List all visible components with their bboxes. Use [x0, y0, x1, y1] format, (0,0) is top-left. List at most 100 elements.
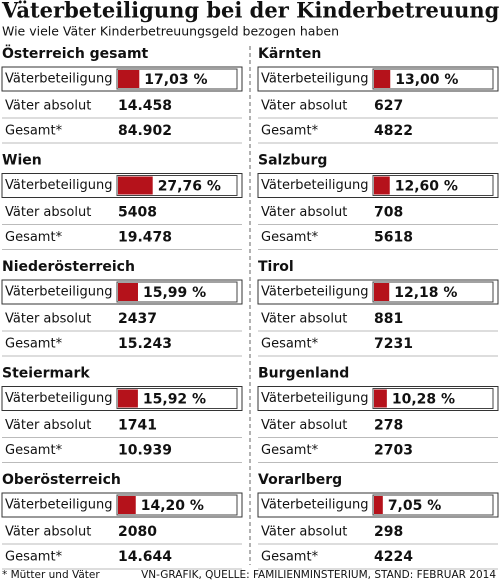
bar-box — [372, 281, 494, 303]
row-label: Gesamt* — [5, 443, 63, 458]
total-value: 7231 — [374, 336, 413, 352]
share-row — [1, 279, 243, 305]
share-bar — [118, 496, 136, 514]
fathers-value: 2437 — [118, 311, 157, 327]
row-label: Väter absolut — [5, 205, 91, 220]
source: VN-GRAFIK, QUELLE: FAMILIENMINSTERIUM, S… — [141, 569, 496, 581]
fathers-value: 708 — [374, 205, 403, 221]
share-label: 12,60 % — [395, 179, 458, 195]
share-label: 7,05 % — [388, 498, 441, 514]
footnote: * Mütter und Väter — [2, 569, 100, 581]
share-label: 15,99 % — [143, 285, 206, 301]
share-row — [1, 66, 243, 92]
share-label: 15,92 % — [143, 392, 206, 408]
row-label: Gesamt* — [5, 337, 63, 352]
fathers-value: 627 — [374, 98, 403, 114]
share-row — [257, 66, 499, 92]
region-name: Burgenland — [258, 366, 349, 382]
bar-box — [372, 68, 494, 90]
total-value: 2703 — [374, 443, 413, 459]
share-label: 12,18 % — [394, 285, 457, 301]
share-bar — [374, 496, 383, 514]
region-name: Österreich gesamt — [2, 44, 149, 62]
row-label: Gesamt* — [261, 124, 319, 139]
bar-box — [372, 175, 494, 196]
bar-box — [372, 388, 494, 409]
fathers-value: 14.458 — [118, 98, 172, 114]
share-row — [1, 173, 243, 198]
row-label: Väterbeteiligung — [261, 178, 368, 193]
share-label: 27,76 % — [158, 179, 221, 195]
region-name: Kärnten — [258, 46, 321, 62]
share-label: 13,00 % — [395, 72, 458, 88]
row-label: Väterbeteiligung — [261, 391, 368, 406]
share-row — [257, 173, 499, 198]
fathers-value: 5408 — [118, 205, 157, 221]
region-name: Oberösterreich — [2, 472, 121, 488]
total-value: 4822 — [374, 123, 413, 139]
fathers-value: 298 — [374, 524, 403, 540]
share-row — [1, 386, 243, 411]
share-label: 14,20 % — [141, 498, 204, 514]
row-label: Gesamt* — [261, 443, 319, 458]
bar-box — [116, 68, 238, 90]
fathers-value: 2080 — [118, 524, 157, 540]
bar-box — [372, 494, 494, 516]
row-label: Väterbeteiligung — [261, 498, 368, 513]
region-name: Wien — [2, 153, 42, 169]
total-value: 10.939 — [118, 443, 172, 459]
region-name: Steiermark — [2, 366, 90, 382]
fathers-value: 881 — [374, 311, 403, 327]
row-label: Gesamt* — [5, 550, 63, 565]
region-name: Salzburg — [258, 153, 327, 169]
region-name: Niederösterreich — [2, 259, 135, 275]
share-bar — [118, 176, 153, 195]
share-bar — [374, 283, 390, 301]
fathers-value: 278 — [374, 418, 403, 434]
share-row — [257, 492, 499, 518]
bar-box — [116, 281, 238, 303]
bar-box — [116, 494, 238, 516]
row-label: Gesamt* — [5, 124, 63, 139]
share-label: 17,03 % — [144, 72, 207, 88]
row-label: Väterbeteiligung — [5, 178, 112, 193]
row-label: Gesamt* — [5, 230, 63, 245]
share-row — [257, 279, 499, 305]
total-value: 84.902 — [118, 123, 172, 139]
share-label: 10,28 % — [392, 392, 455, 408]
total-value: 15.243 — [118, 336, 172, 352]
total-value: 5618 — [374, 230, 413, 246]
row-label: Väterbeteiligung — [5, 498, 112, 513]
row-label: Väter absolut — [5, 418, 91, 433]
row-label: Väter absolut — [261, 418, 347, 433]
row-label: Väterbeteiligung — [5, 391, 112, 406]
share-bar — [374, 70, 391, 88]
region-name: Tirol — [258, 259, 294, 275]
subtitle: Wie viele Väter Kinderbetreuungsgeld bez… — [2, 24, 339, 39]
row-label: Väter absolut — [261, 99, 347, 114]
share-row — [1, 492, 243, 518]
row-label: Gesamt* — [261, 230, 319, 245]
total-value: 4224 — [374, 549, 413, 565]
share-bar — [118, 389, 138, 408]
share-bar — [118, 283, 138, 301]
bar-box — [116, 175, 238, 196]
share-row — [257, 386, 499, 411]
row-label: Väterbeteiligung — [5, 72, 112, 87]
row-label: Väter absolut — [5, 525, 91, 540]
row-label: Väter absolut — [5, 99, 91, 114]
row-label: Väter absolut — [261, 312, 347, 327]
share-bar — [118, 70, 140, 88]
share-bar — [374, 176, 390, 195]
bar-box — [116, 388, 238, 409]
row-label: Gesamt* — [261, 337, 319, 352]
total-value: 14.644 — [118, 549, 172, 565]
row-label: Väterbeteiligung — [261, 72, 368, 87]
region-name: Vorarlberg — [258, 472, 342, 488]
row-label: Väter absolut — [261, 525, 347, 540]
row-label: Väterbeteiligung — [261, 285, 368, 300]
title: Väterbeteiligung bei der Kinderbetreuung — [1, 0, 500, 23]
row-label: Väter absolut — [261, 205, 347, 220]
row-label: Väter absolut — [5, 312, 91, 327]
